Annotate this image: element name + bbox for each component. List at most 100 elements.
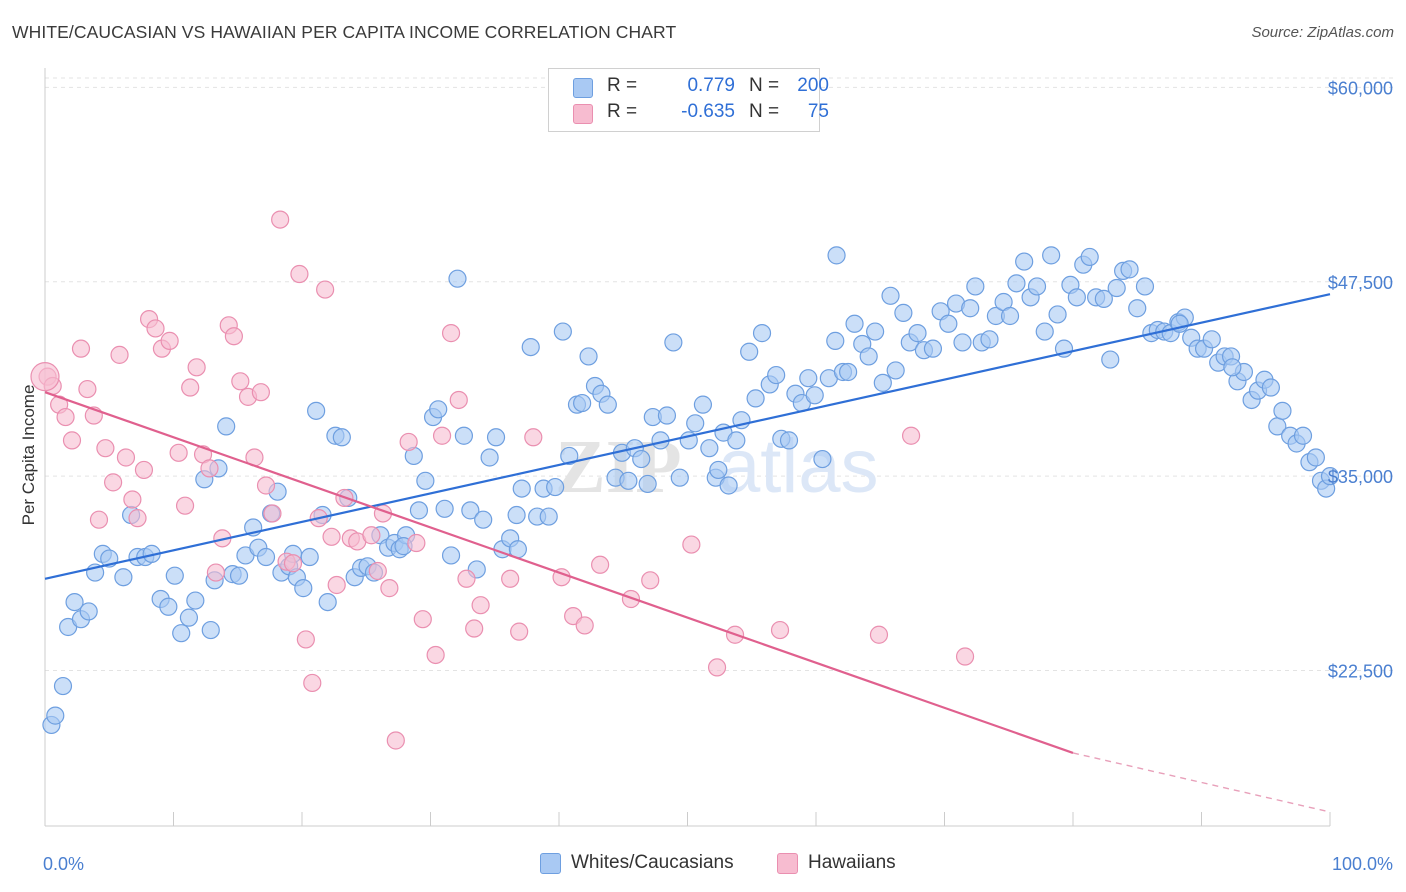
data-point (318, 592, 337, 612)
data-point (1015, 252, 1034, 271)
data-point (1048, 305, 1067, 324)
data-point (46, 706, 65, 725)
data-point (1202, 330, 1221, 349)
data-point (96, 439, 115, 458)
data-point (89, 510, 109, 529)
data-point (1306, 448, 1325, 467)
trend-line-whites (44, 293, 1331, 580)
y-tick-labels: $22,500 $35,000 $47,500 $60,000 (1328, 78, 1393, 681)
data-point (187, 358, 206, 377)
data-point (465, 619, 484, 638)
data-point (799, 369, 818, 388)
data-point (78, 379, 97, 399)
data-point (521, 337, 540, 357)
data-point (524, 428, 543, 447)
data-point (256, 476, 276, 495)
data-point (1293, 426, 1313, 445)
data-point (866, 322, 885, 341)
data-point (579, 347, 598, 366)
legend-n-label: N = (749, 101, 780, 122)
data-point (30, 362, 60, 392)
data-point (159, 597, 178, 616)
legend-swatch-hawaiians (573, 104, 593, 124)
y-axis-label: Per Capita Income (19, 385, 38, 526)
data-point (501, 569, 520, 588)
data-point (901, 426, 921, 445)
trend-line-hawaiians (44, 391, 1074, 754)
data-point (217, 417, 236, 436)
data-point (441, 546, 461, 565)
data-point (134, 460, 154, 480)
data-point (181, 378, 200, 397)
data-point (296, 630, 315, 649)
data-point (1042, 246, 1061, 265)
grid-lines (45, 77, 1395, 672)
data-point (368, 561, 387, 581)
data-point (1007, 274, 1026, 293)
legend-r-value: -0.635 (681, 101, 735, 122)
data-point (664, 333, 683, 352)
data-point (332, 428, 351, 447)
data-point (845, 314, 864, 333)
data-point (327, 575, 346, 595)
data-point (700, 439, 719, 458)
bottom-legend-label: Whites/Caucasians (571, 852, 734, 873)
data-point (362, 526, 381, 545)
x-tick-label: 0.0% (43, 854, 84, 874)
data-point (1107, 278, 1126, 298)
data-point (224, 327, 243, 346)
data-point (707, 658, 727, 677)
data-point (632, 449, 651, 469)
data-point (165, 566, 184, 585)
data-point (263, 504, 282, 523)
legend-r-label: R = (607, 101, 638, 122)
data-point (839, 362, 858, 382)
data-point (169, 443, 188, 462)
bottom-legend-swatch-whites (540, 853, 561, 874)
y-tick-label: $22,500 (1328, 662, 1393, 682)
data-point (619, 471, 638, 490)
data-point (380, 579, 399, 598)
trend-line-hawaiians-extension (1072, 752, 1331, 813)
data-point (1000, 306, 1020, 326)
data-point (539, 507, 558, 526)
data-point (448, 269, 467, 288)
data-point (779, 431, 799, 450)
bottom-legend-label: Hawaiians (808, 852, 896, 873)
data-point (426, 645, 445, 665)
data-point (1067, 288, 1086, 307)
data-point (873, 373, 892, 392)
data-point (682, 535, 701, 554)
legend-n-label: N = (749, 75, 780, 96)
data-point (486, 428, 506, 447)
data-point (172, 624, 191, 643)
data-point (294, 579, 313, 598)
data-point (1027, 277, 1047, 296)
data-point (727, 431, 746, 450)
data-point (573, 393, 592, 413)
data-point (546, 477, 565, 497)
data-point (283, 554, 303, 573)
series-whites-points (42, 246, 1340, 735)
data-point (56, 407, 75, 427)
data-point (869, 625, 889, 644)
data-point (598, 395, 617, 414)
source-label: Source: ZipAtlas.com (1251, 24, 1394, 41)
data-point (512, 479, 531, 498)
data-point (409, 501, 429, 520)
data-point (62, 431, 82, 450)
data-point (413, 610, 432, 629)
trend-lines (44, 293, 1331, 813)
x-tick-labels: 0.0% 100.0% (43, 854, 1393, 874)
data-point (752, 324, 772, 343)
data-point (290, 264, 309, 284)
data-point (813, 449, 832, 469)
data-point (322, 527, 341, 546)
data-point (1101, 350, 1120, 369)
data-point (104, 473, 123, 492)
data-point (953, 333, 972, 352)
data-point (179, 608, 199, 627)
data-point (827, 246, 846, 265)
data-point (1035, 322, 1054, 341)
data-point (955, 647, 975, 666)
